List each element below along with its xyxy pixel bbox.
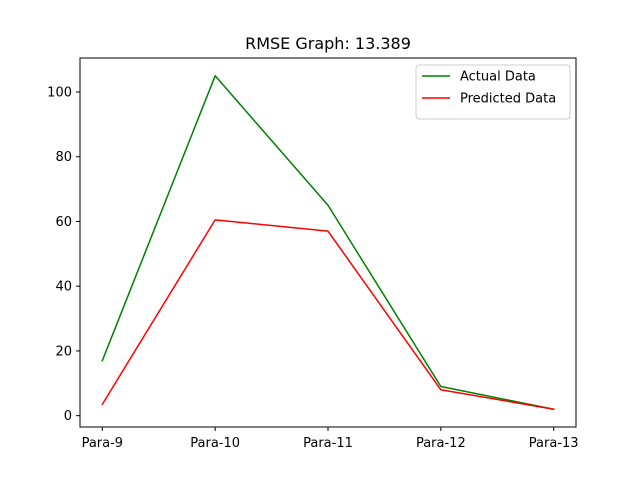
series-line-actual-data xyxy=(101,75,555,411)
y-tick-label: 0 xyxy=(64,409,72,424)
plot-area-frame xyxy=(79,57,577,428)
y-tick-label: 80 xyxy=(55,150,72,165)
x-tick-label: Para-12 xyxy=(416,436,466,451)
legend-label: Predicted Data xyxy=(460,92,556,107)
legend-box xyxy=(415,64,571,120)
x-tick-label: Para-10 xyxy=(190,436,240,451)
y-tick-label: 20 xyxy=(55,344,72,359)
series-line-predicted-data xyxy=(101,219,555,411)
y-axis-ticks: 0 20 40 60 80 100 xyxy=(47,85,80,424)
y-tick-label: 60 xyxy=(55,215,72,230)
series-lines xyxy=(101,75,555,411)
chart-title: RMSE Graph: 13.389 xyxy=(245,34,411,53)
y-tick-label: 40 xyxy=(55,280,72,295)
legend: Actual Data Predicted Data xyxy=(415,64,571,120)
x-axis-ticks: Para-9 Para-10 Para-11 Para-12 Para-13 xyxy=(82,427,579,451)
x-tick-label: Para-9 xyxy=(82,436,124,451)
x-tick-label: Para-11 xyxy=(303,436,353,451)
x-tick-label: Para-13 xyxy=(529,436,579,451)
y-tick-label: 100 xyxy=(47,85,72,100)
legend-label: Actual Data xyxy=(460,70,536,85)
